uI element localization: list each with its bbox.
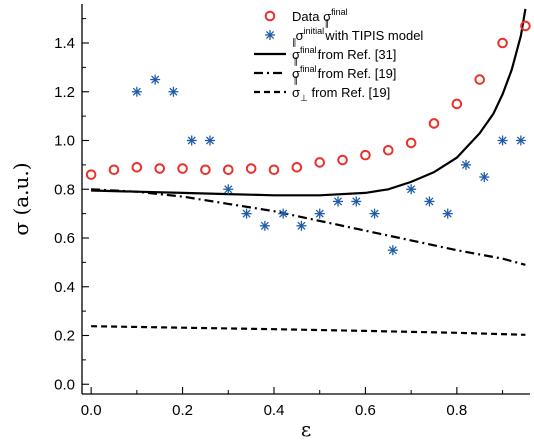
series-line-2 [91, 8, 527, 197]
x-tick-label: 0.8 [446, 402, 467, 419]
legend-label: σfinal ∥ from Ref. [19] [292, 64, 396, 85]
data-point-circle [177, 163, 188, 174]
data-point-asterisk [314, 208, 325, 219]
x-tick-label: 0.6 [355, 402, 376, 419]
series-layer [85, 8, 531, 336]
data-point-asterisk [259, 220, 270, 231]
legend-entry-0: Data σfinal ∥ [264, 7, 348, 28]
data-point-asterisk [223, 184, 234, 195]
data-point-asterisk [205, 135, 215, 146]
data-point-asterisk [186, 135, 197, 146]
data-point-asterisk [296, 220, 307, 231]
data-point-circle [268, 164, 280, 176]
data-point-asterisk [497, 135, 508, 146]
data-point-circle [428, 118, 440, 129]
y-tick-label: 0.2 [54, 328, 75, 345]
legend-label: σ⊥ from Ref. [19] [292, 85, 390, 103]
data-point-circle [200, 164, 211, 176]
series-line-3 [91, 188, 526, 266]
data-point-asterisk [369, 208, 380, 219]
data-point-circle [405, 137, 417, 149]
y-tick-label: 0.6 [54, 230, 75, 247]
axis-ticks: 0.0 0.2 0.4 0.6 0.8 0.0 0.2 0.4 0.6 0.8 1.0 1.2 1.4 [54, 18, 504, 419]
data-point-circle [360, 149, 371, 161]
data-point-circle [222, 164, 234, 176]
x-axis-label: ε [301, 417, 311, 441]
legend-entry-3: σfinal ∥ from Ref. [19] [254, 64, 396, 85]
legend: Data σfinal ∥σinitial ∥ with TIPIS modelσf… [254, 7, 423, 103]
data-point-asterisk [442, 208, 453, 219]
legend-label: Data σfinal ∥ [292, 7, 348, 28]
data-point-asterisk [278, 208, 289, 219]
x-tick-label: 0.2 [172, 402, 193, 419]
data-point-asterisk [168, 86, 179, 97]
data-point-asterisk [333, 196, 343, 207]
legend-swatch [265, 30, 275, 40]
y-tick-label: 1.2 [54, 84, 75, 101]
data-point-circle [337, 154, 348, 166]
series-line-4 [91, 325, 526, 336]
data-point-asterisk [406, 184, 417, 195]
y-tick-label: 1.4 [54, 35, 75, 52]
x-tick-label: 0.4 [264, 402, 285, 419]
data-point-asterisk [387, 245, 398, 256]
data-point-circle [474, 74, 486, 85]
data-point-asterisk [131, 86, 142, 97]
data-point-circle [85, 169, 97, 180]
data-point-circle [291, 162, 303, 173]
data-point-circle [314, 157, 326, 168]
legend-entry-2: σfinal ∥ from Ref. [31] [254, 45, 396, 66]
y-tick-label: 0.8 [54, 181, 75, 198]
legend-entry-4: σ⊥ from Ref. [19] [254, 85, 390, 103]
data-point-circle [154, 163, 166, 174]
y-tick-label: 0.0 [54, 376, 75, 393]
data-point-circle [520, 20, 531, 32]
x-tick-label: 0.0 [81, 402, 102, 419]
data-point-circle [451, 98, 463, 110]
data-point-asterisk [351, 196, 362, 207]
data-point-asterisk [461, 159, 471, 170]
plot-area [81, 4, 530, 395]
data-point-circle [497, 37, 508, 49]
y-axis-label: σ (a.u.) [9, 162, 33, 235]
data-point-asterisk [479, 172, 490, 183]
data-point-circle [382, 144, 394, 156]
data-point-asterisk [150, 74, 161, 85]
legend-swatch [264, 10, 276, 22]
legend-entry-1: σinitial ∥ with TIPIS model [265, 26, 423, 47]
y-tick-label: 0.4 [54, 279, 75, 296]
data-point-circle [245, 163, 257, 174]
data-point-asterisk [241, 208, 252, 219]
data-point-circle [108, 164, 120, 176]
legend-label: σinitial ∥ with TIPIS model [292, 26, 423, 47]
data-point-circle [131, 162, 143, 173]
data-point-asterisk [515, 135, 526, 146]
legend-label: σfinal ∥ from Ref. [31] [292, 45, 396, 66]
y-tick-label: 1.0 [54, 133, 75, 150]
data-point-asterisk [424, 196, 435, 207]
